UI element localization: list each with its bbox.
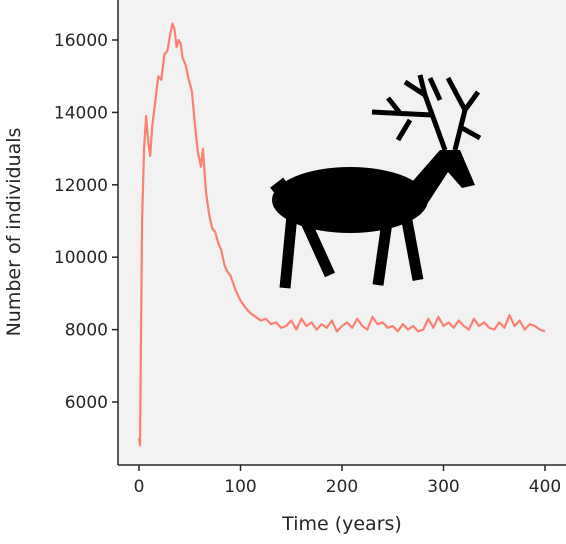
x-tick-label: 400	[529, 477, 561, 497]
x-tick-label: 100	[224, 477, 256, 497]
x-axis-label: Time (years)	[281, 513, 402, 535]
y-axis-label: Number of individuals	[3, 128, 25, 337]
x-tick-label: 0	[134, 477, 145, 497]
y-tick-label: 6000	[65, 393, 108, 413]
x-tick-label: 200	[326, 477, 358, 497]
y-tick-label: 10000	[54, 248, 108, 268]
x-tick-label: 300	[427, 477, 459, 497]
y-tick-label: 14000	[54, 103, 108, 123]
y-tick-label: 8000	[65, 321, 108, 341]
deer-silhouette	[270, 74, 482, 289]
series-line	[137, 22, 546, 447]
y-tick-label: 16000	[54, 31, 108, 51]
y-tick-label: 12000	[54, 176, 108, 196]
